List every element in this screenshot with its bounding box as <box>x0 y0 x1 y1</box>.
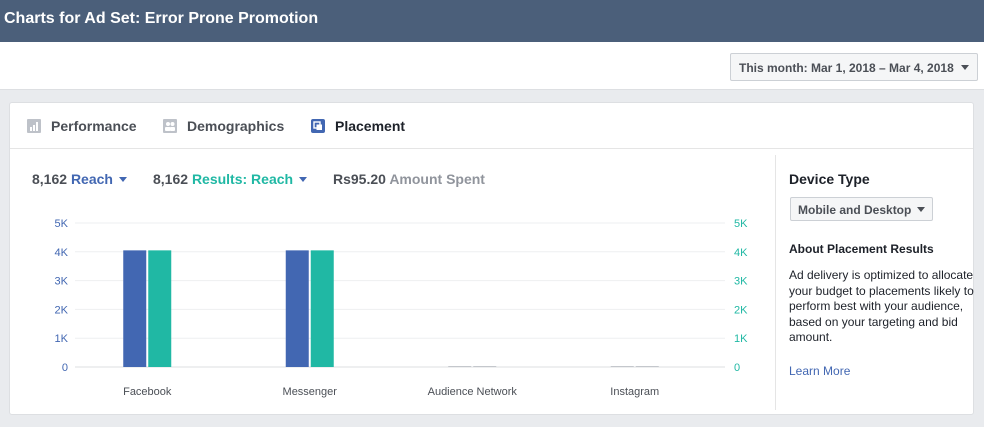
bar-chart-icon <box>27 119 41 133</box>
metric-results[interactable]: 8,162 Results: Reach <box>153 171 307 187</box>
metric-reach[interactable]: 8,162 Reach <box>32 171 127 187</box>
about-placement-heading: About Placement Results <box>789 242 934 256</box>
device-type-dropdown[interactable]: Mobile and Desktop <box>790 197 933 221</box>
right-tick-label: 3K <box>734 276 748 288</box>
metric-value: Rs95.20 <box>333 171 386 187</box>
date-range-label: This month: Mar 1, 2018 – Mar 4, 2018 <box>739 61 954 75</box>
tab-performance-label: Performance <box>51 118 137 134</box>
about-placement-text: Ad delivery is optimized to allocate you… <box>789 268 974 344</box>
right-tick-label: 0 <box>734 362 740 374</box>
category-label: Facebook <box>123 386 172 398</box>
tab-demographics-label: Demographics <box>187 118 285 134</box>
metric-amount-spent: Rs95.20 Amount Spent <box>333 171 485 187</box>
learn-more-link[interactable]: Learn More <box>789 364 851 378</box>
metric-label: Amount Spent <box>389 171 485 187</box>
date-range-dropdown[interactable]: This month: Mar 1, 2018 – Mar 4, 2018 <box>730 53 978 81</box>
page-title: Charts for Ad Set: Error Prone Promotion <box>4 10 319 27</box>
right-tick-label: 1K <box>734 333 748 345</box>
left-tick-label: 3K <box>55 276 69 288</box>
category-label: Messenger <box>283 386 338 398</box>
metric-value: 8,162 <box>153 171 189 187</box>
left-tick-label: 2K <box>55 304 69 316</box>
right-tick-label: 4K <box>734 247 748 259</box>
bar-facebook-reach <box>123 250 147 367</box>
category-label: Audience Network <box>428 386 518 398</box>
chevron-down-icon <box>298 177 307 182</box>
placement-bar-chart: 0 1K 2K 3K 4K 5K 0 1K 2K 3K 4K 5K Facebook Messenger A… <box>55 218 749 398</box>
toolbar: This month: Mar 1, 2018 – Mar 4, 2018 <box>0 42 984 90</box>
bar-messenger-reach <box>285 250 309 367</box>
charts-card: Performance Demographics Placement 8,162… <box>9 102 974 415</box>
bar-audience-network-results <box>473 366 497 367</box>
right-tick-label: 2K <box>734 304 748 316</box>
tab-placement-label: Placement <box>335 118 406 134</box>
right-tick-label: 5K <box>734 218 748 230</box>
chevron-down-icon <box>917 207 925 212</box>
metric-label: Results: Reach <box>191 171 294 187</box>
bar-messenger-results <box>310 250 334 367</box>
title-bar: Charts for Ad Set: Error Prone Promotion <box>0 0 984 42</box>
tab-bar: Performance Demographics Placement <box>10 103 973 149</box>
people-icon <box>163 119 177 133</box>
bar-audience-network-reach <box>448 366 472 367</box>
left-tick-label: 1K <box>55 333 69 345</box>
metric-label: Reach <box>70 171 113 187</box>
bar-facebook-results <box>148 250 172 367</box>
left-tick-label: 5K <box>55 218 69 230</box>
bar-instagram-reach <box>610 366 634 367</box>
placement-chart: 0 1K 2K 3K 4K 5K 0 1K 2K 3K 4K 5K Facebook Messenger A… <box>30 208 770 408</box>
chevron-down-icon <box>118 177 127 182</box>
placement-icon <box>311 119 325 133</box>
placement-sidebar: Device Type Mobile and Desktop About Pla… <box>775 155 974 410</box>
category-label: Instagram <box>610 386 659 398</box>
metric-value: 8,162 <box>32 171 68 187</box>
left-tick-label: 0 <box>62 362 68 374</box>
bar-instagram-results <box>635 366 659 367</box>
left-tick-label: 4K <box>55 247 69 259</box>
device-type-heading: Device Type <box>789 171 870 187</box>
chevron-down-icon <box>961 65 969 70</box>
device-type-label: Mobile and Desktop <box>798 203 912 217</box>
